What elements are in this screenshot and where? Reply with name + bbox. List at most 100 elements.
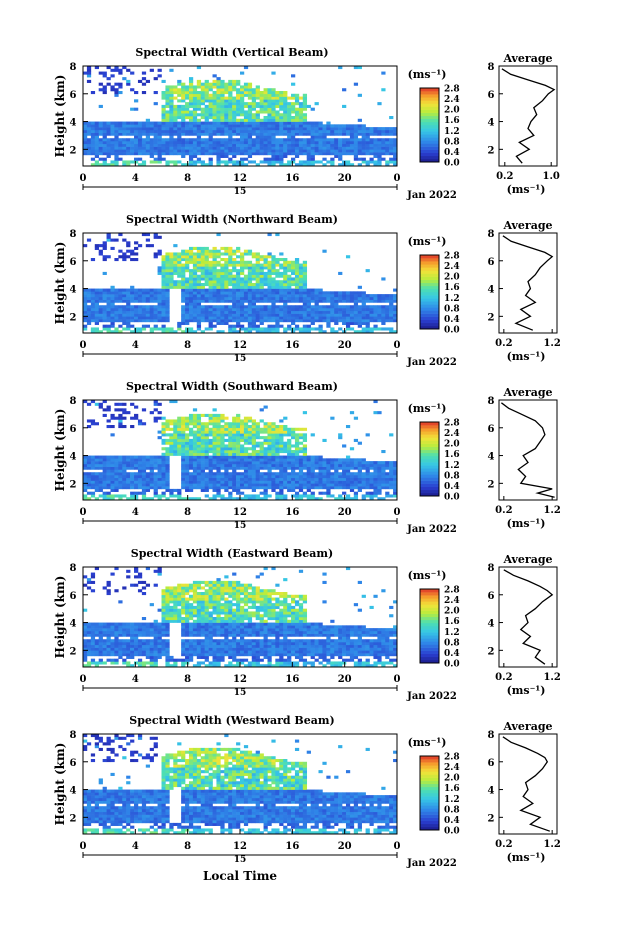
heatmap-cell (287, 274, 292, 278)
heatmap-cell (224, 475, 229, 479)
heatmap-cell (240, 308, 245, 312)
heatmap-cell (279, 157, 284, 161)
heatmap-cell (177, 129, 182, 133)
heatmap-cell (130, 402, 135, 406)
heatmap-cell (137, 305, 143, 309)
heatmap-cell (200, 96, 205, 100)
heatmap-cell (192, 277, 198, 281)
heatmap-cell (196, 96, 202, 100)
heatmap-cell (153, 233, 158, 237)
colorbar-segment (420, 115, 439, 120)
heatmap-cell (220, 463, 225, 467)
heatmap-cell (157, 146, 162, 150)
heatmap-cell (106, 82, 111, 86)
heatmap-cell (83, 653, 88, 657)
heatmap-cell (291, 472, 296, 476)
heatmap-cell (345, 486, 351, 490)
heatmap-cell (220, 433, 225, 437)
heatmap-cell (83, 583, 88, 587)
heatmap-cell (275, 486, 280, 490)
heatmap-cell (153, 121, 158, 125)
heatmap-cell (185, 249, 190, 253)
heatmap-cell (275, 310, 280, 314)
heatmap-cell (283, 104, 288, 108)
heatmap-cell (389, 127, 394, 131)
heatmap-cell (134, 299, 139, 303)
heatmap-cell (275, 299, 280, 303)
heatmap-cell (228, 475, 233, 479)
heatmap-cell (188, 416, 194, 420)
heatmap-cell (173, 271, 178, 275)
heatmap-cell (267, 461, 272, 465)
heatmap-cell (200, 469, 205, 473)
heatmap-cell (177, 146, 182, 150)
heatmap-cell (263, 330, 268, 334)
heatmap-cell (369, 494, 374, 498)
heatmap-cell (224, 127, 229, 131)
heatmap-cell (122, 411, 127, 415)
heatmap-cell (98, 494, 103, 498)
heatmap-cell (232, 280, 237, 284)
heatmap-cell (275, 305, 280, 309)
heatmap-cell (232, 163, 237, 167)
heatmap-cell (314, 310, 319, 314)
colorbar-segment (420, 140, 439, 144)
heatmap-cell (137, 146, 143, 150)
heatmap-cell (298, 163, 304, 167)
heatmap-cell (243, 433, 249, 437)
heatmap-cell (181, 143, 186, 147)
heatmap-cell (196, 143, 202, 147)
heatmap-cell (177, 441, 182, 445)
heatmap-cell (224, 480, 229, 484)
heatmap-cell (251, 299, 256, 303)
heatmap-cell (216, 310, 221, 314)
heatmap-cell (357, 461, 362, 465)
heatmap-cell (369, 472, 374, 476)
heatmap-cell (283, 129, 288, 133)
heatmap-cell (94, 299, 99, 303)
heatmap-cell (345, 299, 351, 303)
heatmap-cell (377, 316, 382, 320)
heatmap-cell (86, 586, 92, 590)
heatmap-cell (90, 625, 96, 629)
heatmap-cell (94, 480, 99, 484)
heatmap-cell (267, 291, 272, 295)
heatmap-cell (196, 321, 202, 325)
heatmap-cell (185, 116, 190, 120)
heatmap-cell (255, 466, 260, 470)
heatmap-cell (302, 433, 308, 437)
heatmap-cell (118, 152, 123, 156)
colorbar-segment (420, 437, 439, 441)
heatmap-cell (240, 422, 245, 426)
heatmap-cell (212, 483, 217, 487)
heatmap-cell (153, 483, 158, 487)
heatmap-cell (200, 452, 205, 456)
heatmap-cell (357, 324, 362, 328)
heatmap-cell (181, 455, 186, 459)
heatmap-cell (236, 452, 241, 456)
heatmap-cell (294, 154, 300, 158)
heatmap-cell (196, 124, 202, 128)
heatmap-cell (271, 135, 276, 139)
heatmap-cell (275, 285, 280, 289)
heatmap-cell (83, 400, 88, 404)
heatmap-cell (385, 491, 390, 495)
heatmap-cell (196, 82, 202, 86)
heatmap-cell (306, 291, 311, 295)
heatmap-cell (134, 455, 139, 459)
heatmap-cell (220, 416, 225, 420)
heatmap-cell (200, 413, 205, 417)
heatmap-cell (98, 653, 103, 657)
heatmap-cell (130, 472, 135, 476)
colorbar-tick-label: 0.4 (444, 315, 460, 325)
heatmap-cell (232, 486, 237, 490)
heatmap-cell (196, 444, 202, 448)
heatmap-cell (212, 447, 217, 451)
heatmap-cell (161, 430, 166, 434)
heatmap-cell (102, 246, 107, 250)
heatmap-cell (255, 422, 260, 426)
heatmap-cell (342, 321, 347, 325)
heatmap-cell (389, 433, 394, 437)
colorbar-segment (420, 282, 439, 287)
heatmap-cell (236, 302, 241, 306)
